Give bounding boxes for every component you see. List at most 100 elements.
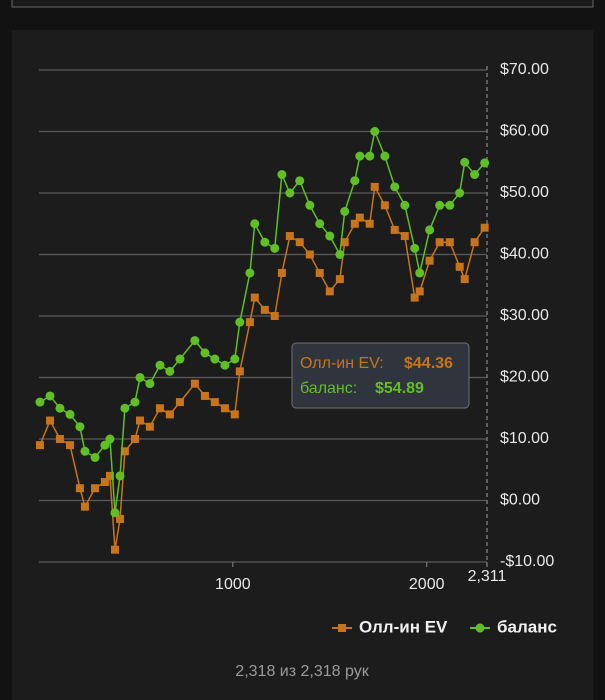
marker <box>435 200 445 210</box>
marker <box>145 379 155 389</box>
marker <box>295 238 304 247</box>
marker <box>230 354 240 364</box>
marker <box>260 237 270 247</box>
marker <box>365 219 374 228</box>
x-tick-label: 2,311 <box>468 568 507 585</box>
marker <box>75 422 85 432</box>
marker <box>145 422 154 431</box>
marker <box>285 232 294 241</box>
marker <box>350 219 359 228</box>
tooltip-box <box>291 342 470 409</box>
marker <box>165 410 174 419</box>
marker <box>120 403 130 413</box>
marker <box>400 232 409 241</box>
marker <box>445 238 454 247</box>
marker <box>355 151 365 161</box>
marker <box>80 502 89 511</box>
marker <box>270 243 280 253</box>
marker <box>175 354 185 364</box>
y-tick-label: $0.00 <box>500 492 540 509</box>
footer: 2,318 из 2,318 рук <box>235 663 369 680</box>
marker <box>400 200 410 210</box>
marker <box>350 176 360 186</box>
marker <box>66 441 75 450</box>
marker <box>470 238 479 247</box>
y-tick-label: $30.00 <box>500 307 549 324</box>
marker <box>390 225 399 234</box>
x-tick-label: 1000 <box>215 576 251 593</box>
marker <box>455 188 465 198</box>
marker <box>380 151 390 161</box>
marker <box>65 409 75 419</box>
tooltip-label: баланс: <box>300 380 357 397</box>
y-tick-label: $20.00 <box>500 369 549 386</box>
marker <box>210 354 220 364</box>
marker <box>210 398 219 407</box>
marker <box>480 158 490 168</box>
marker <box>365 151 375 161</box>
marker <box>220 404 229 413</box>
marker <box>415 268 425 278</box>
marker <box>435 238 444 247</box>
marker <box>415 287 424 296</box>
marker <box>230 410 239 419</box>
marker <box>116 514 125 523</box>
marker <box>245 318 254 327</box>
marker <box>55 435 64 443</box>
tooltip: Олл-ин EV: $44.36 баланс: $54.89 <box>291 342 470 409</box>
marker <box>46 416 55 425</box>
marker <box>220 360 230 370</box>
marker <box>80 446 90 456</box>
marker <box>120 447 129 456</box>
marker <box>315 268 324 277</box>
marker <box>130 435 139 443</box>
marker <box>295 176 305 186</box>
marker <box>390 182 400 192</box>
marker <box>250 219 260 229</box>
marker <box>110 545 119 554</box>
marker <box>175 398 184 407</box>
y-tick-label: $70.00 <box>500 61 549 78</box>
marker <box>200 391 209 400</box>
marker <box>100 478 109 487</box>
legend-label: Олл-ин EV <box>359 617 448 636</box>
marker <box>155 360 165 370</box>
marker <box>115 471 125 481</box>
marker <box>105 471 114 480</box>
tooltip-value: $54.89 <box>375 380 424 397</box>
marker <box>235 367 244 376</box>
marker <box>460 157 470 167</box>
y-tick-label: $10.00 <box>500 430 549 447</box>
marker <box>305 250 314 259</box>
marker <box>250 293 259 302</box>
legend-marker <box>338 624 346 632</box>
marker <box>325 231 335 241</box>
marker <box>460 275 469 284</box>
marker <box>315 219 325 229</box>
tooltip-label: Олл-ин EV: <box>300 355 384 372</box>
marker <box>190 336 200 346</box>
marker <box>325 287 334 296</box>
marker <box>455 262 464 271</box>
marker <box>155 404 164 413</box>
marker <box>55 403 65 413</box>
top-bar <box>11 0 594 8</box>
marker <box>370 182 379 191</box>
marker <box>235 317 245 327</box>
marker <box>200 348 210 358</box>
marker <box>45 391 55 401</box>
marker <box>277 268 286 277</box>
marker <box>340 206 350 216</box>
marker <box>380 201 389 210</box>
marker <box>135 416 144 425</box>
marker <box>35 397 45 407</box>
marker <box>410 243 420 253</box>
x-tick-label: 2000 <box>409 576 445 593</box>
y-tick-label: $50.00 <box>500 184 549 201</box>
marker <box>270 312 279 320</box>
marker <box>335 250 345 259</box>
marker <box>105 434 115 444</box>
marker <box>335 275 344 284</box>
marker <box>190 379 199 388</box>
